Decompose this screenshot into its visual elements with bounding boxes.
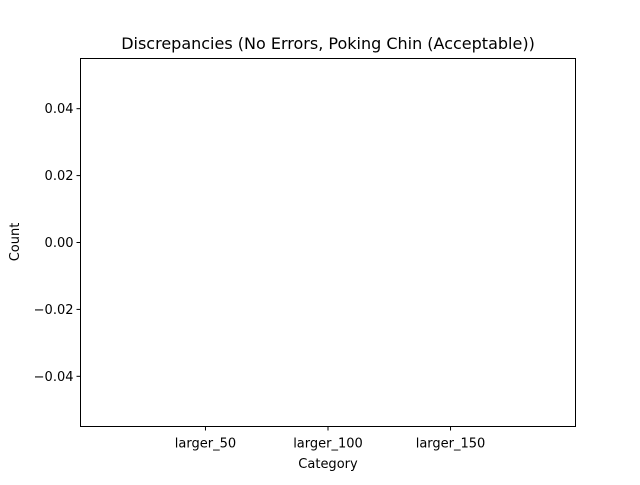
x-tick-label: larger_50 [175,437,236,452]
x-tick-label: larger_150 [416,437,486,452]
x-axis-label: Category [298,457,358,472]
y-tick-label: −0.04 [34,370,74,385]
y-axis-label: Count [8,223,23,262]
y-ticks-group: 0.04 0.02 0.00 −0.02 −0.04 [34,102,81,385]
y-tick-label: 0.02 [45,169,74,184]
y-tick-label: −0.02 [34,303,74,318]
y-tick-label: 0.00 [45,236,74,251]
chart-title: Discrepancies (No Errors, Poking Chin (A… [121,34,535,53]
x-ticks-group: larger_50 larger_100 larger_150 [175,426,486,452]
y-tick-label: 0.04 [45,102,74,117]
x-tick-label: larger_100 [293,437,363,452]
